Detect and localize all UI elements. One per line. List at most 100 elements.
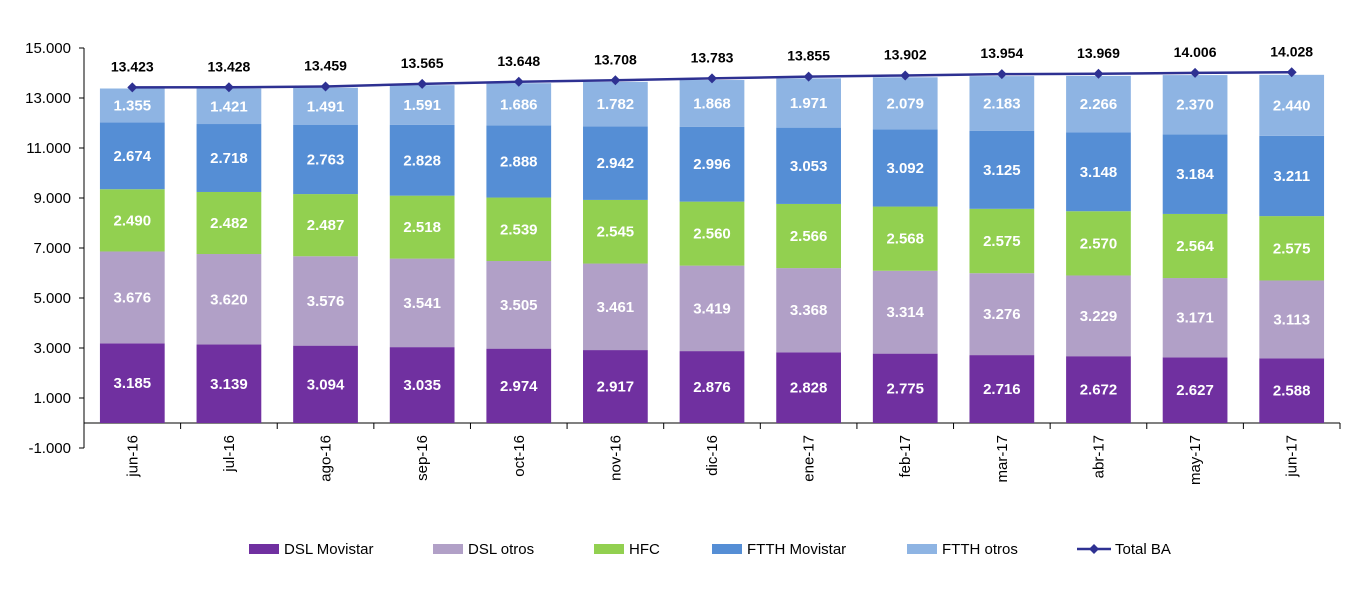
data-label: 2.575	[1273, 240, 1311, 257]
data-label: 2.627	[1176, 382, 1214, 399]
total-ba-marker	[513, 76, 524, 87]
legend-label: FTTH Movistar	[747, 541, 846, 558]
segment-labels: 3.185 3.676 2.490 2.674 1.355 3.139 3.620 2.482…	[114, 95, 1311, 400]
total-ba-marker	[1286, 67, 1297, 78]
bar-segment	[583, 263, 648, 351]
bar-segment	[486, 261, 552, 349]
total-ba-marker	[1093, 68, 1104, 79]
bar-segment	[776, 78, 841, 128]
bar-segment	[293, 345, 358, 423]
total-label: 13.648	[497, 53, 540, 69]
data-label: 2.588	[1273, 383, 1311, 400]
data-label: 2.575	[983, 233, 1021, 250]
bar-segment	[1259, 358, 1325, 423]
legend-swatch	[249, 544, 279, 554]
x-tick-label: oct-16	[511, 435, 528, 477]
data-label: 2.974	[500, 378, 538, 395]
data-label: 3.171	[1176, 310, 1214, 327]
data-label: 1.971	[790, 95, 828, 112]
legend-item: DSL otros	[433, 541, 534, 558]
bar-segment	[776, 352, 841, 423]
y-tick-label: 5.000	[33, 290, 71, 307]
bar-segment	[969, 208, 1035, 274]
bar-segment	[1259, 135, 1325, 217]
bar-segment	[486, 125, 552, 198]
legend-label: DSL Movistar	[284, 541, 373, 558]
total-label: 13.855	[787, 48, 830, 64]
bar-segment	[99, 343, 165, 423]
bar-segment	[679, 126, 745, 202]
data-label: 1.591	[403, 97, 441, 114]
data-label: 1.355	[114, 97, 152, 114]
data-label: 2.539	[500, 221, 538, 238]
bar-segment	[99, 189, 165, 252]
x-tick-label: dic-16	[704, 435, 721, 476]
bar-segment	[1066, 132, 1131, 212]
data-label: 3.184	[1176, 166, 1214, 183]
x-tick-label: ene-17	[801, 435, 818, 482]
bar-segment	[872, 129, 938, 207]
data-label: 2.487	[307, 217, 345, 234]
total-label: 13.969	[1077, 45, 1120, 61]
data-label: 3.541	[403, 295, 441, 312]
x-tick-label: ago-16	[318, 435, 335, 482]
total-line	[127, 67, 1297, 93]
total-label: 13.459	[304, 58, 347, 74]
data-label: 3.094	[307, 376, 345, 393]
bar-segment	[872, 270, 938, 354]
data-label: 1.491	[307, 98, 345, 115]
x-tick-label: feb-17	[897, 435, 914, 478]
bar-segment	[1259, 216, 1325, 281]
bar-segment	[196, 191, 262, 255]
bar-segment	[969, 76, 1035, 131]
bar-segment	[776, 203, 841, 269]
y-tick-label: 11.000	[26, 140, 71, 157]
bar-segment	[1066, 356, 1131, 423]
bar-segment	[679, 80, 745, 127]
bar-segment	[1066, 211, 1131, 276]
x-tick-label: jul-16	[221, 435, 238, 473]
bar-segment	[776, 127, 841, 204]
data-label: 2.566	[790, 228, 828, 245]
data-label: 3.092	[886, 160, 924, 177]
total-ba-marker	[223, 82, 234, 93]
bar-segment	[1162, 134, 1228, 214]
x-tick-label: may-17	[1187, 435, 1204, 485]
bar-segment	[679, 201, 745, 266]
data-label: 3.139	[210, 376, 248, 393]
bar-segment	[1259, 280, 1325, 359]
bar-segment	[293, 256, 358, 346]
legend-item: FTTH otros	[907, 541, 1018, 558]
total-label: 14.006	[1174, 44, 1217, 60]
data-label: 3.314	[886, 304, 924, 321]
legend-item: DSL Movistar	[249, 541, 373, 558]
bar-segment	[486, 348, 552, 423]
legend-swatch	[712, 544, 742, 554]
bar-segment	[486, 83, 552, 126]
bar-segment	[872, 77, 938, 130]
bar-segment	[583, 350, 648, 423]
bar-segment	[196, 124, 262, 192]
data-label: 2.518	[403, 219, 441, 236]
total-ba-marker	[610, 75, 621, 86]
bar-segment	[679, 265, 745, 352]
legend-label: FTTH otros	[942, 541, 1018, 558]
data-label: 3.185	[114, 375, 152, 392]
legend-item: FTTH Movistar	[712, 541, 846, 558]
data-label: 3.620	[210, 291, 248, 308]
bar-segment	[389, 258, 455, 348]
data-label: 2.828	[403, 152, 441, 169]
x-tick-label: sep-16	[414, 435, 431, 481]
data-label: 2.370	[1176, 97, 1214, 114]
total-ba-marker	[417, 78, 428, 89]
data-label: 3.368	[790, 302, 828, 319]
data-label: 2.570	[1080, 235, 1118, 252]
data-label: 3.035	[403, 377, 441, 394]
bar-segment	[196, 344, 262, 423]
legend-swatch	[907, 544, 937, 554]
x-tick-label: nov-16	[607, 435, 624, 481]
data-label: 3.576	[307, 293, 345, 310]
bar-segment	[99, 122, 165, 190]
data-label: 2.674	[114, 148, 152, 165]
